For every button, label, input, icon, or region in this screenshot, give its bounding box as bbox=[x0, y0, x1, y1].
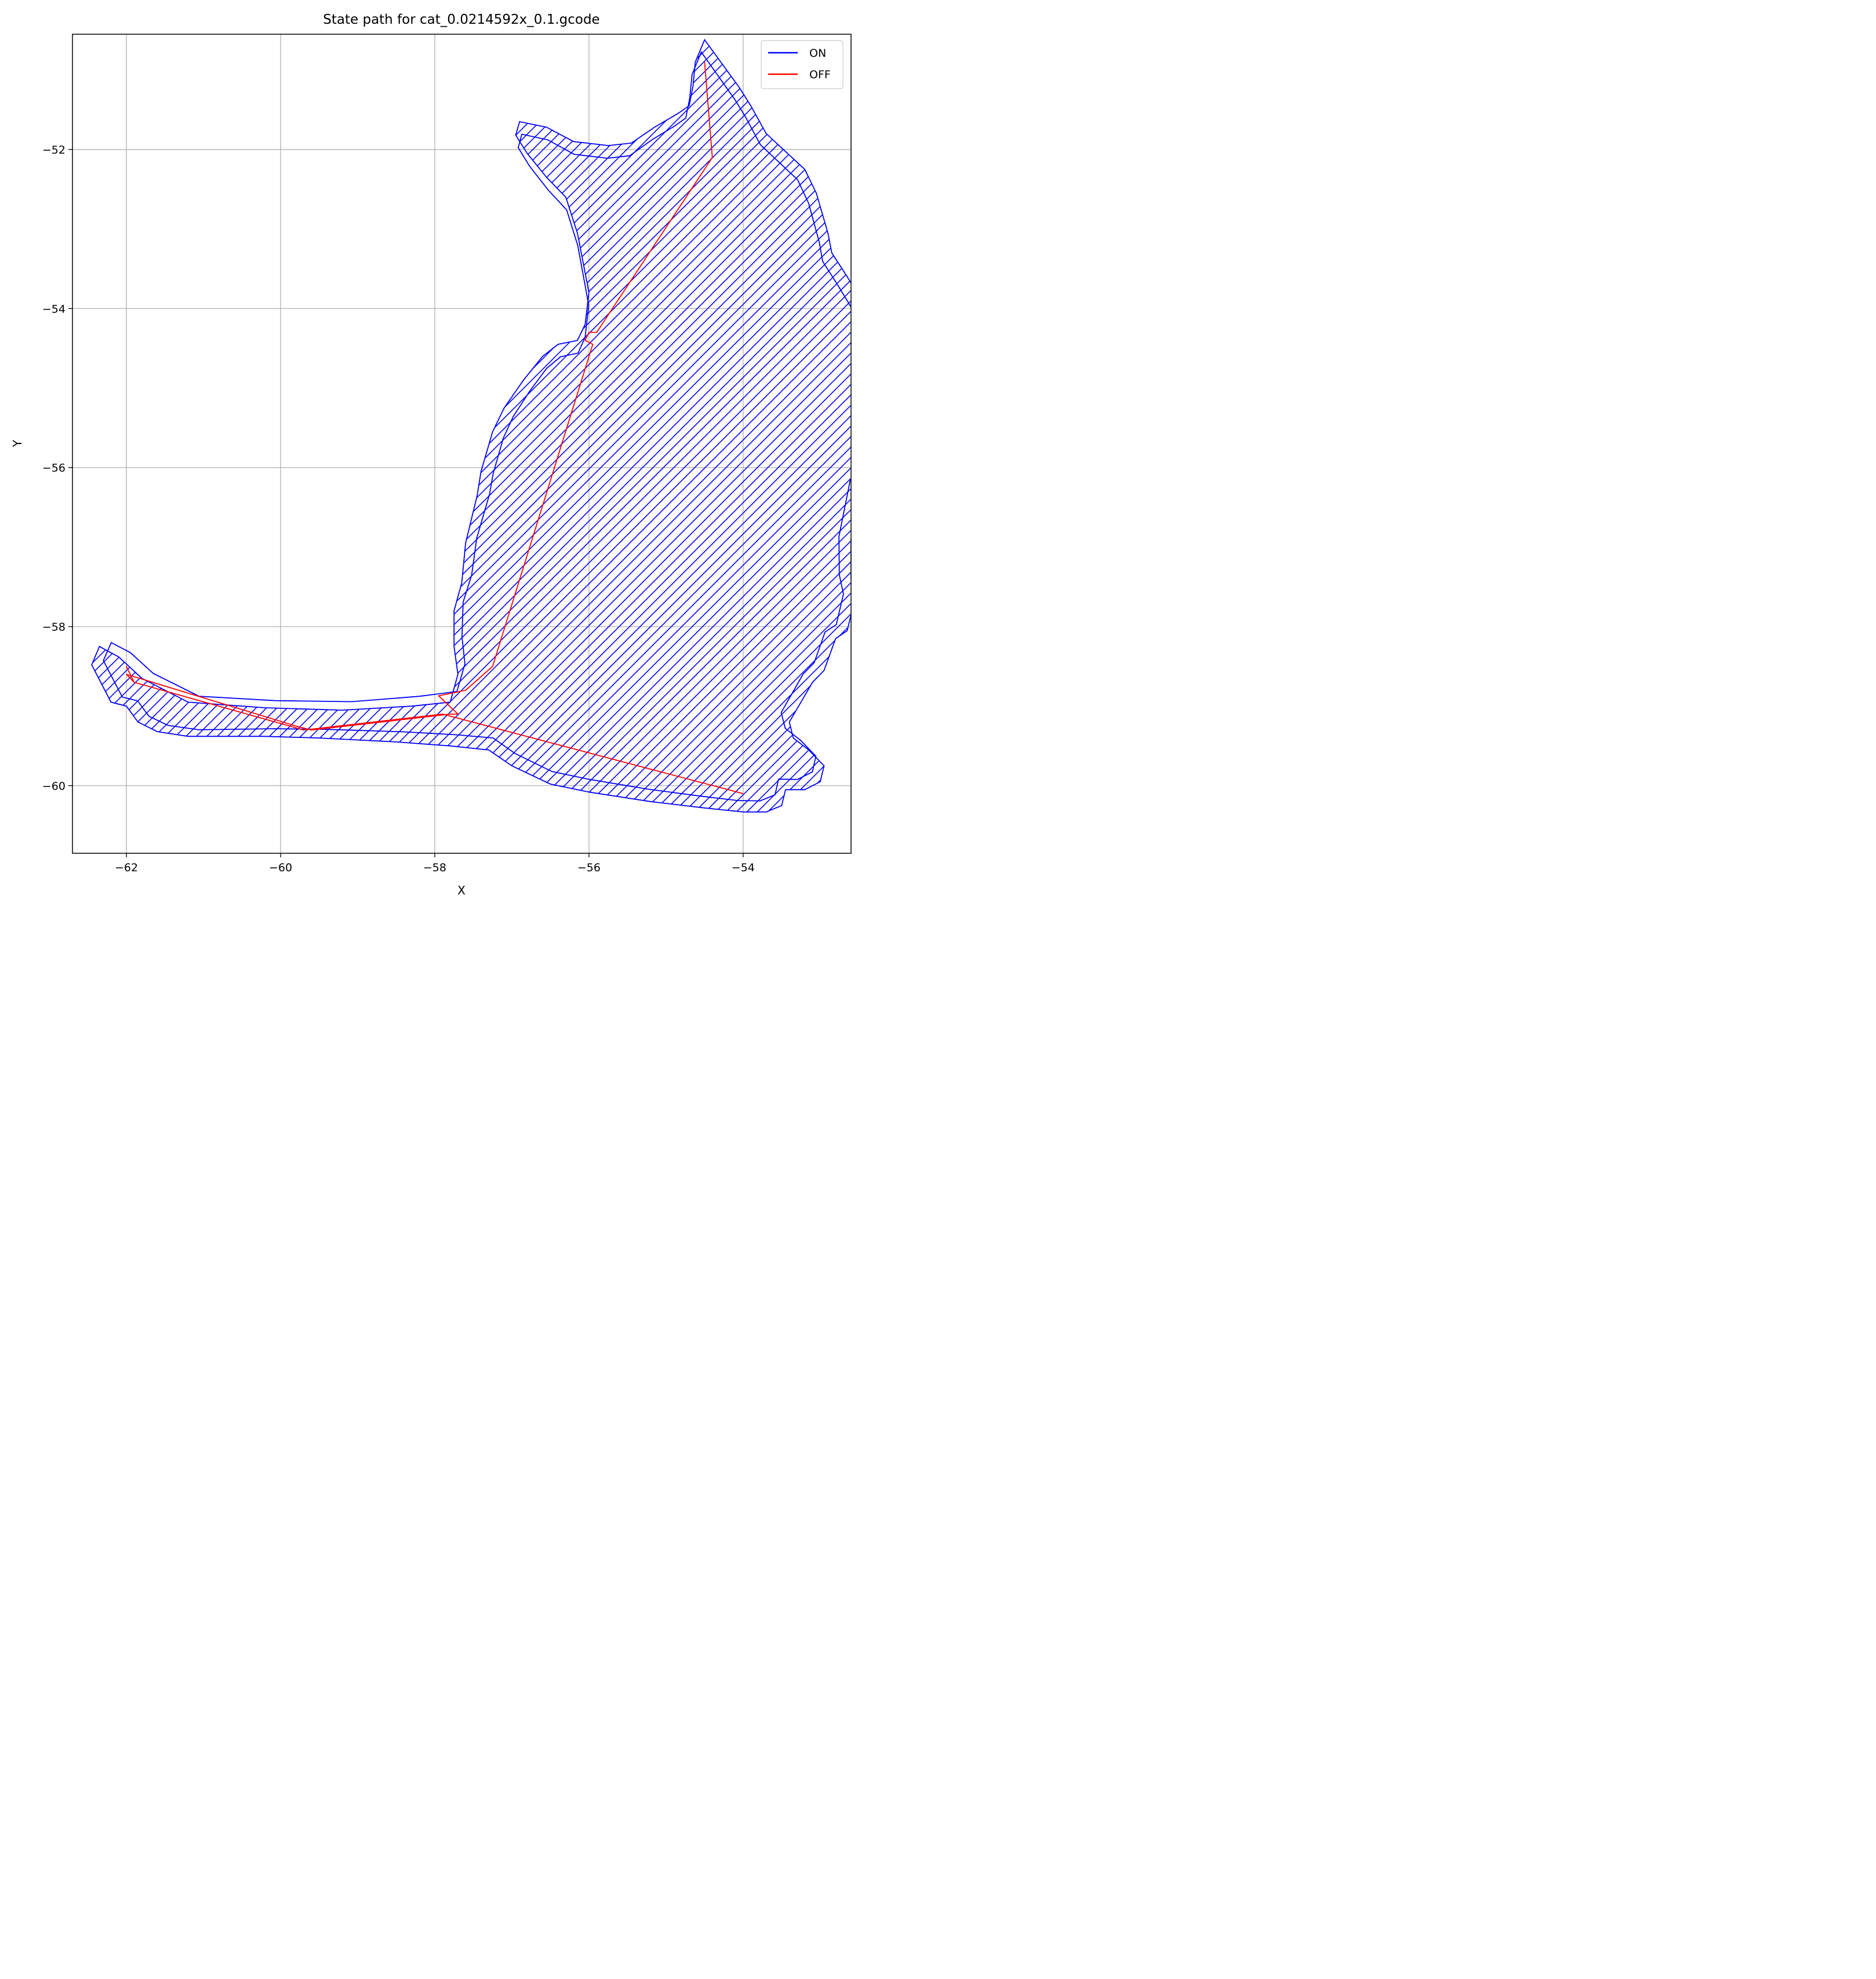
x-tick-label: −58 bbox=[423, 861, 446, 874]
plot-frame bbox=[72, 34, 852, 854]
on-inner-contour bbox=[103, 50, 851, 802]
legend-box bbox=[761, 40, 844, 89]
on-hatch-line bbox=[480, 39, 851, 812]
legend: ON OFF bbox=[761, 40, 844, 89]
on-hatch-line bbox=[574, 39, 851, 812]
on-hatch-line bbox=[438, 39, 851, 812]
y-tick-label: −54 bbox=[42, 303, 66, 315]
axis-ticks: −62 −60 −58 −56 −54 −52 −54 −56 −58 −60 bbox=[42, 144, 755, 874]
x-tick-label: −54 bbox=[732, 861, 755, 874]
off-travel-path bbox=[126, 61, 744, 794]
on-hatch-line bbox=[449, 39, 851, 812]
on-hatch-line bbox=[543, 39, 851, 812]
on-hatch-line bbox=[647, 39, 851, 812]
on-hatch-line bbox=[376, 39, 851, 812]
chart: State path for cat_0.0214592x_0.1.gcode … bbox=[0, 0, 870, 918]
on-hatch-line bbox=[428, 39, 851, 812]
x-axis-label: X bbox=[457, 883, 466, 897]
on-outer-contour bbox=[91, 38, 851, 813]
on-hatch-line bbox=[490, 39, 851, 812]
x-tick-label: −56 bbox=[577, 861, 601, 874]
on-hatch-line bbox=[470, 39, 851, 812]
y-axis-label: Y bbox=[10, 439, 24, 448]
on-hatch-line bbox=[532, 39, 851, 812]
on-hatch-line bbox=[501, 39, 851, 812]
y-tick-label: −52 bbox=[42, 144, 66, 157]
chart-title: State path for cat_0.0214592x_0.1.gcode bbox=[323, 12, 599, 27]
on-hatch-line bbox=[417, 39, 851, 812]
on-hatch-line bbox=[386, 39, 851, 812]
on-hatch-line bbox=[605, 39, 851, 812]
on-hatch-line bbox=[616, 39, 851, 812]
on-hatch-line bbox=[595, 39, 851, 812]
on-hatch-line bbox=[553, 39, 851, 812]
on-hatch-line bbox=[584, 39, 851, 812]
on-hatch-line bbox=[563, 39, 851, 812]
on-hatch-line bbox=[344, 39, 851, 812]
y-tick-label: −56 bbox=[42, 462, 66, 475]
x-tick-label: −60 bbox=[269, 861, 292, 874]
legend-label-on: ON bbox=[809, 47, 826, 60]
on-hatch-line bbox=[637, 39, 851, 812]
on-hatch-line bbox=[397, 39, 851, 812]
x-tick-label: −62 bbox=[115, 861, 138, 874]
y-tick-label: −60 bbox=[42, 780, 66, 792]
on-hatch-line bbox=[365, 39, 851, 812]
legend-label-off: OFF bbox=[809, 68, 831, 81]
y-tick-label: −58 bbox=[42, 621, 66, 634]
on-hatch-line bbox=[626, 39, 851, 812]
on-hatch-line bbox=[407, 39, 851, 812]
on-hatch-line bbox=[522, 39, 851, 812]
on-hatch-line bbox=[459, 39, 851, 812]
on-hatch-line bbox=[355, 39, 851, 812]
on-hatch-line bbox=[511, 39, 851, 812]
